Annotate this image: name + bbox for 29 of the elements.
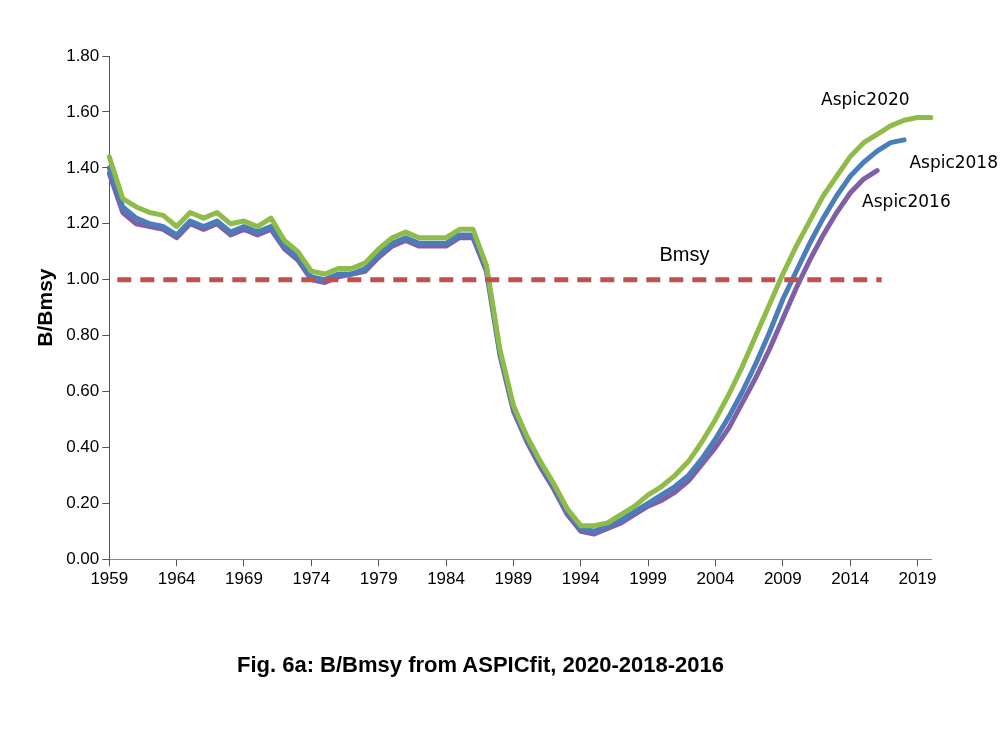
x-tick-label: 1964: [157, 569, 196, 589]
y-tick-label: 0.00: [66, 548, 100, 568]
x-tick-label: 2009: [763, 569, 802, 589]
y-axis-title: B/Bmsy: [33, 268, 57, 347]
y-tick-label: 1.80: [66, 45, 100, 65]
series-label: Aspic2020: [821, 89, 910, 110]
x-tick-label: 1979: [359, 569, 398, 589]
y-tick-label: 1.60: [66, 101, 100, 121]
ref-line-label: Bmsy: [659, 243, 710, 266]
y-tick-label: 0.40: [66, 437, 100, 457]
y-tick-label: 1.20: [66, 213, 100, 233]
y-tick-label: 0.20: [66, 492, 100, 512]
y-tick-label: 0.80: [66, 325, 100, 345]
y-tick-label: 1.40: [66, 157, 100, 177]
x-tick-label: 2004: [696, 569, 735, 589]
x-tick-label: 1994: [561, 569, 600, 589]
series-label: Aspic2018: [909, 151, 999, 172]
y-tick-label: 1.00: [66, 269, 100, 289]
x-tick-label: 2014: [831, 569, 870, 589]
text: Fig. 6a: B/Bmsy from ASPICfit, 2020-2018-2016: [236, 651, 725, 677]
x-tick-label: 1959: [90, 569, 129, 589]
x-tick-label: 2019: [898, 569, 937, 589]
series-label: Aspic2016: [862, 190, 951, 211]
x-tick-label: 1999: [629, 569, 668, 589]
y-tick-label: 0.60: [66, 381, 100, 401]
x-tick-label: 1974: [292, 569, 331, 589]
x-tick-label: 1969: [225, 569, 263, 589]
x-tick-label: 1989: [494, 569, 533, 589]
x-tick-label: 1984: [427, 569, 465, 589]
